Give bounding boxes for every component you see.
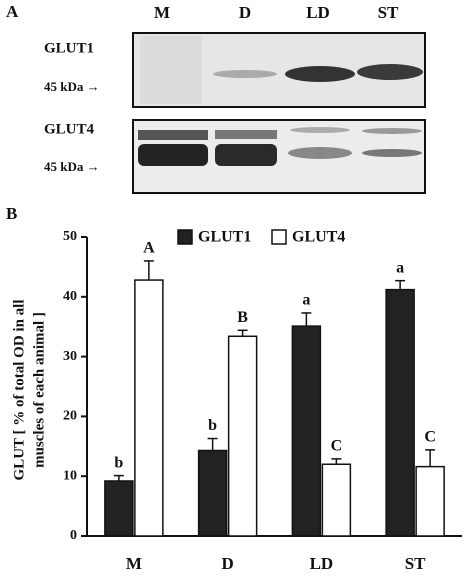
legend-swatch: [271, 229, 287, 245]
blot-marker: 45 kDa →: [44, 79, 100, 94]
legend-label: GLUT4: [292, 229, 345, 246]
x-tick-label: ST: [405, 554, 426, 573]
y-tick-label: 50: [63, 229, 77, 244]
bar: [321, 463, 352, 537]
significance-letter: B: [237, 309, 248, 326]
bar: [415, 465, 445, 537]
significance-letter: b: [208, 417, 217, 434]
y-axis-label: muscles of each animal ]: [31, 312, 47, 468]
y-tick-label: 20: [63, 409, 77, 424]
y-axis-label: GLUT [ % of total OD in all: [11, 300, 27, 481]
x-tick-label: LD: [310, 554, 334, 573]
bar: [134, 279, 164, 537]
significance-letter: A: [143, 240, 155, 257]
legend-swatch: [177, 229, 193, 245]
lane-label: M: [154, 3, 170, 22]
blot-marker: 45 kDa →: [44, 159, 100, 174]
lane-label: ST: [378, 3, 399, 22]
panel-label: A: [6, 2, 19, 21]
x-tick-label: M: [126, 554, 142, 573]
bar: [291, 325, 322, 537]
blot-name: GLUT4: [44, 121, 95, 137]
y-tick-label: 10: [63, 468, 77, 483]
significance-letter: C: [424, 429, 436, 446]
lane-label: LD: [306, 3, 330, 22]
y-tick-label: 0: [70, 528, 77, 543]
x-tick-label: D: [221, 554, 233, 573]
y-tick-label: 30: [63, 349, 77, 364]
legend-label: GLUT1: [198, 229, 251, 246]
lane-label: D: [239, 3, 251, 22]
significance-letter: a: [396, 259, 404, 276]
bar: [197, 449, 228, 537]
significance-letter: a: [302, 292, 310, 309]
bar: [104, 480, 134, 537]
panel-label: B: [6, 204, 17, 223]
bar: [227, 335, 258, 537]
significance-letter: C: [331, 438, 343, 455]
significance-letter: b: [114, 454, 123, 471]
y-tick-label: 40: [63, 289, 77, 304]
blot-name: GLUT1: [44, 40, 94, 56]
blot-image: [132, 32, 426, 194]
bar: [385, 288, 415, 537]
